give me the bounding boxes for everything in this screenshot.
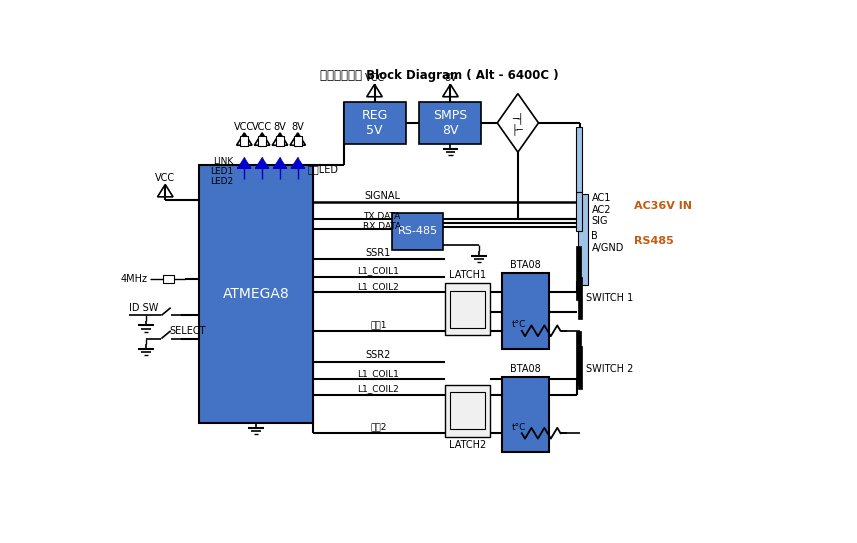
Text: 8V: 8V: [291, 122, 304, 132]
Bar: [199, 165, 314, 423]
Text: 4MHz: 4MHz: [121, 274, 147, 284]
Polygon shape: [237, 157, 251, 168]
Text: 전원LED: 전원LED: [307, 164, 338, 174]
Text: t°C: t°C: [512, 422, 526, 432]
Text: VCC: VCC: [364, 73, 385, 83]
Text: LATCH1: LATCH1: [449, 270, 486, 280]
Text: SIGNAL: SIGNAL: [364, 191, 400, 201]
Text: SSR2: SSR2: [366, 350, 391, 361]
Text: VCC: VCC: [234, 122, 255, 132]
Text: t°C: t°C: [512, 320, 526, 329]
Bar: [241, 136, 249, 147]
Bar: [258, 136, 266, 147]
Text: SWITCH 1: SWITCH 1: [586, 293, 633, 304]
Text: AC2: AC2: [591, 205, 611, 215]
Text: AC36V IN: AC36V IN: [634, 201, 692, 211]
Bar: [163, 275, 174, 283]
Text: 부하제어기의 Block Diagram ( Alt - 6400C ): 부하제어기의 Block Diagram ( Alt - 6400C ): [320, 70, 558, 83]
Text: RS-485: RS-485: [398, 226, 438, 237]
Bar: [576, 127, 582, 192]
Text: A/GND: A/GND: [591, 243, 624, 252]
Bar: [294, 136, 302, 147]
Bar: [450, 291, 485, 328]
Polygon shape: [497, 93, 538, 152]
Text: SELECT: SELECT: [169, 326, 206, 336]
Text: ID SW: ID SW: [129, 302, 159, 313]
Text: SWITCH 2: SWITCH 2: [586, 364, 633, 374]
Text: L1_COIL1: L1_COIL1: [357, 369, 399, 378]
Bar: [344, 102, 405, 144]
Text: 8V: 8V: [444, 73, 457, 83]
Text: 온도2: 온도2: [370, 422, 387, 432]
Bar: [502, 273, 548, 349]
Text: VCC: VCC: [252, 122, 273, 132]
Polygon shape: [273, 157, 287, 168]
Text: TX DATA: TX DATA: [363, 212, 400, 220]
Text: BTA08: BTA08: [510, 364, 541, 374]
Bar: [578, 346, 582, 389]
Text: L1_COIL2: L1_COIL2: [357, 384, 399, 393]
Text: ─┤: ─┤: [512, 112, 524, 124]
Bar: [276, 136, 284, 147]
Bar: [445, 384, 490, 437]
Text: AC1: AC1: [591, 193, 611, 204]
Text: BTA08: BTA08: [510, 260, 541, 270]
Bar: [578, 277, 582, 319]
Text: L1_COIL2: L1_COIL2: [357, 282, 399, 291]
Bar: [576, 331, 581, 384]
Bar: [419, 102, 482, 144]
Text: 8V: 8V: [273, 122, 286, 132]
Bar: [393, 213, 443, 250]
Polygon shape: [291, 157, 305, 168]
Bar: [450, 393, 485, 430]
Text: REG
5V: REG 5V: [362, 109, 387, 137]
Text: ATMEGA8: ATMEGA8: [223, 287, 290, 301]
Text: SMPS
8V: SMPS 8V: [434, 109, 468, 137]
Text: 온도1: 온도1: [370, 320, 387, 329]
Text: ├─: ├─: [512, 123, 524, 135]
Bar: [576, 192, 582, 231]
Text: RX DATA: RX DATA: [363, 223, 401, 231]
Text: SSR1: SSR1: [366, 248, 391, 258]
Text: LINK
LED1
LED2: LINK LED1 LED2: [210, 156, 233, 186]
Text: LATCH2: LATCH2: [449, 440, 486, 450]
Text: B: B: [591, 231, 598, 241]
Bar: [502, 377, 548, 452]
Text: VCC: VCC: [155, 173, 176, 184]
Text: L1_COIL1: L1_COIL1: [357, 266, 399, 275]
Bar: [445, 283, 490, 336]
Polygon shape: [255, 157, 269, 168]
Text: SIG: SIG: [591, 217, 608, 226]
Bar: [576, 246, 581, 300]
Text: RS485: RS485: [634, 236, 674, 246]
Bar: [578, 194, 588, 285]
